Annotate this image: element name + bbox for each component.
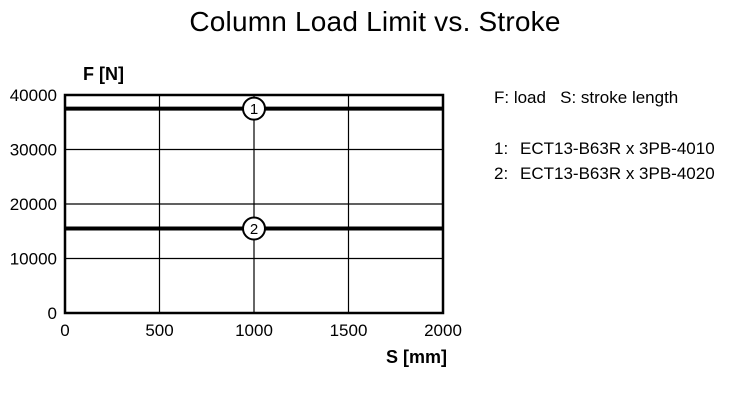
y-axis-title: F [N] [83, 64, 124, 84]
series-marker-circle [242, 96, 266, 121]
series-marker-label: 1 [250, 101, 258, 118]
x-axis-tick-label: 2000 [424, 321, 462, 340]
legend-item-2-label: ECT13-B63R x 3PB-4020 [520, 164, 715, 183]
plot-border [63, 93, 445, 315]
x-axis-tick-label: 500 [145, 321, 173, 340]
legend-item-2: 2: ECT13-B63R x 3PB-4020 [494, 161, 715, 186]
legend-item-2-number: 2: [494, 164, 509, 183]
x-axis-tick-label: 1500 [330, 321, 368, 340]
chart-title: Column Load Limit vs. Stroke [189, 6, 561, 37]
chart-legend: F: load S: stroke length 1: ECT13-B63R x… [494, 88, 715, 186]
y-axis-tick-label: 30000 [10, 141, 57, 160]
chart-svg: 1 2 0 10000 20000 30000 40000 0 500 1000 1500 2000 F… [10, 64, 462, 367]
y-axis-tick-label: 0 [48, 304, 57, 323]
series-marker-label: 2 [250, 221, 258, 238]
x-axis-tick-label: 0 [60, 321, 69, 340]
legend-key-note: F: load S: stroke length [494, 88, 679, 107]
y-axis-tick-label: 10000 [10, 250, 57, 269]
legend-item-1-label: ECT13-B63R x 3PB-4010 [520, 139, 715, 158]
series-marker-circle [242, 216, 266, 241]
legend-item-1-number: 1: [494, 139, 509, 158]
x-axis-tick-label: 1000 [235, 321, 273, 340]
legend-item-1: 1: ECT13-B63R x 3PB-4010 [494, 136, 715, 161]
x-axis-title: S [mm] [386, 347, 447, 367]
y-axis-tick-label: 40000 [10, 86, 57, 105]
y-axis-tick-label: 20000 [10, 195, 57, 214]
